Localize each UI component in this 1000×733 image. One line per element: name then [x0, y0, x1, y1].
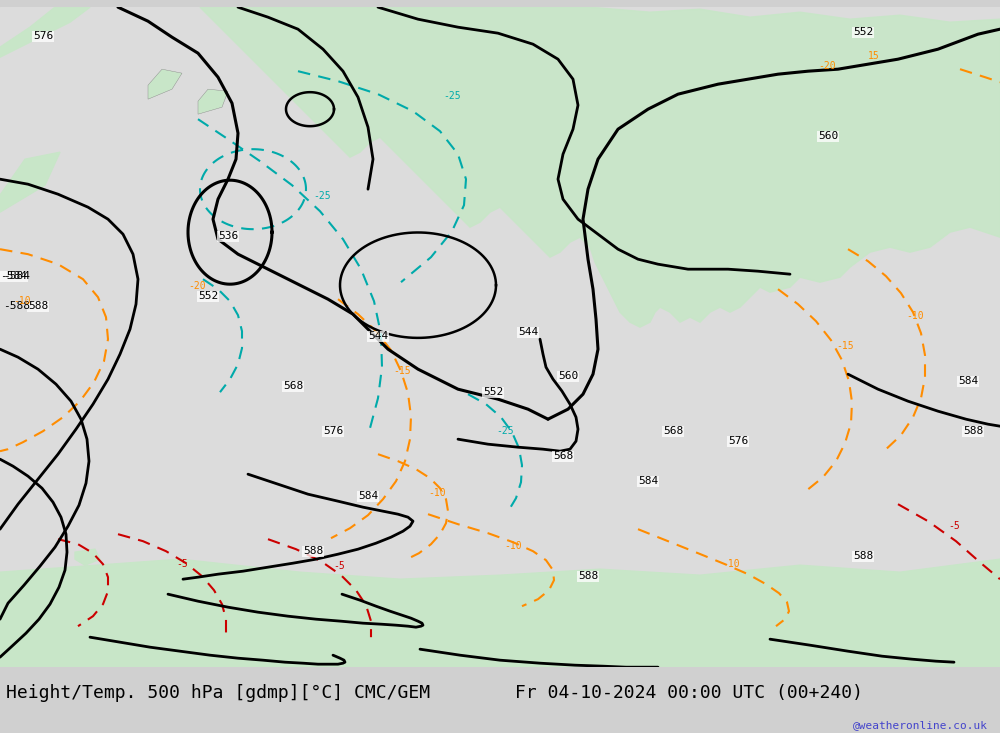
Text: 544: 544	[368, 331, 388, 341]
Text: -5: -5	[176, 559, 188, 570]
Polygon shape	[0, 152, 60, 212]
Text: 588: 588	[853, 551, 873, 561]
Text: 584: 584	[638, 476, 658, 486]
Text: 568: 568	[663, 426, 683, 436]
Text: -15: -15	[836, 341, 854, 351]
Text: 588: 588	[963, 426, 983, 436]
Text: 560: 560	[818, 131, 838, 141]
Text: -25: -25	[313, 191, 331, 201]
Text: -10: -10	[906, 312, 924, 321]
Text: @weatheronline.co.uk: @weatheronline.co.uk	[853, 720, 988, 730]
Text: -5: -5	[333, 561, 345, 571]
Text: -25: -25	[443, 91, 461, 101]
Text: 588: 588	[578, 571, 598, 581]
Polygon shape	[0, 559, 1000, 667]
Polygon shape	[0, 7, 1000, 667]
Text: 568: 568	[283, 381, 303, 391]
Text: -20: -20	[818, 61, 836, 71]
Text: 576: 576	[728, 436, 748, 446]
Polygon shape	[148, 69, 182, 99]
Polygon shape	[75, 549, 100, 565]
Text: 588: 588	[28, 301, 48, 312]
Text: -584: -584	[0, 271, 27, 281]
Text: 15: 15	[868, 51, 880, 61]
Text: 544: 544	[518, 327, 538, 337]
Text: 560: 560	[558, 371, 578, 381]
Text: 536: 536	[218, 231, 238, 241]
Text: -584: -584	[3, 271, 30, 281]
Text: -5: -5	[948, 521, 960, 531]
Text: 552: 552	[198, 291, 218, 301]
Text: Height/Temp. 500 hPa [gdmp][°C] CMC/GEM: Height/Temp. 500 hPa [gdmp][°C] CMC/GEM	[6, 684, 430, 701]
Text: Fr 04-10-2024 00:00 UTC (00+240): Fr 04-10-2024 00:00 UTC (00+240)	[515, 684, 863, 701]
Text: 576: 576	[323, 426, 343, 436]
Text: 552: 552	[853, 27, 873, 37]
Polygon shape	[128, 567, 152, 583]
Text: -25: -25	[496, 426, 514, 436]
Text: -20: -20	[188, 281, 206, 291]
Text: 588: 588	[303, 546, 323, 556]
Text: -10: -10	[428, 488, 446, 498]
Text: -10: -10	[722, 559, 740, 570]
Text: -15: -15	[393, 366, 411, 376]
Text: 576: 576	[33, 32, 53, 41]
Text: 568: 568	[553, 452, 573, 461]
Text: -10: -10	[13, 296, 31, 306]
Text: 552: 552	[483, 387, 503, 397]
Text: -10: -10	[504, 541, 522, 551]
Text: 584: 584	[958, 376, 978, 386]
Text: 584: 584	[358, 491, 378, 501]
Text: -588: -588	[3, 301, 30, 312]
Polygon shape	[0, 7, 90, 57]
Polygon shape	[200, 7, 1000, 327]
Polygon shape	[198, 89, 228, 114]
